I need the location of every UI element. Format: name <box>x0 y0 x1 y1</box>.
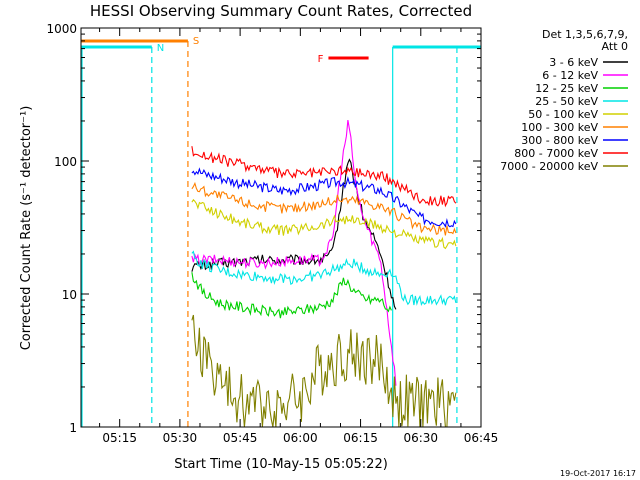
series-line <box>191 158 397 310</box>
y-tick-label: 100 <box>54 155 77 169</box>
x-tick-label: 06:45 <box>464 431 499 445</box>
legend-header-line-2: Att 0 <box>602 40 628 53</box>
legend-entry-label: 100 - 300 keV <box>521 121 598 134</box>
legend-entry-label: 7000 - 20000 keV <box>500 160 598 173</box>
legend-entry-label: 800 - 7000 keV <box>514 147 598 160</box>
x-tick-label: 05:15 <box>102 431 137 445</box>
x-tick-label: 06:00 <box>283 431 318 445</box>
y-tick-label: 10 <box>62 288 77 302</box>
x-tick-label: 06:30 <box>403 431 438 445</box>
legend-entry-label: 25 - 50 keV <box>535 95 598 108</box>
series-line <box>191 146 457 208</box>
legend-entry-label: 12 - 25 keV <box>535 82 598 95</box>
legend-entry-label: 300 - 800 keV <box>521 134 598 147</box>
saa-label: S <box>193 36 199 47</box>
chart-title: HESSI Observing Summary Count Rates, Cor… <box>90 2 472 20</box>
legend-entry-label: 3 - 6 keV <box>549 56 598 69</box>
x-axis-label: Start Time (10-May-15 05:05:22) <box>174 457 388 472</box>
series-line <box>191 198 457 250</box>
series-line <box>191 120 397 386</box>
y-tick-label: 1 <box>69 421 77 435</box>
axes: 05:15 05:30 05:45 06:00 06:15 06:30 06:45 1 10 10… <box>46 22 498 445</box>
plot-frame <box>80 27 482 428</box>
series-layer <box>191 120 457 427</box>
flare-label: F <box>318 54 324 65</box>
legend-entry-label: 50 - 100 keV <box>528 108 598 121</box>
night-label: N <box>157 43 164 54</box>
y-tick-label: 1000 <box>46 22 77 36</box>
series-line <box>191 167 457 228</box>
series-line <box>191 250 457 306</box>
x-tick-label: 05:45 <box>223 431 258 445</box>
series-line <box>191 272 392 319</box>
x-tick-label: 06:15 <box>343 431 378 445</box>
legend-entry-label: 6 - 12 keV <box>542 69 598 82</box>
series-line <box>191 314 457 427</box>
x-tick-label: 05:30 <box>163 431 198 445</box>
y-axis-label: Corrected Count Rate (s⁻¹ detector⁻¹) <box>19 106 34 351</box>
legend-header-line-1: Det 1,3,5,6,7,9, <box>542 28 628 41</box>
footer-stamp: 19-Oct-2017 16:17 <box>560 469 636 478</box>
series-line <box>191 181 457 236</box>
